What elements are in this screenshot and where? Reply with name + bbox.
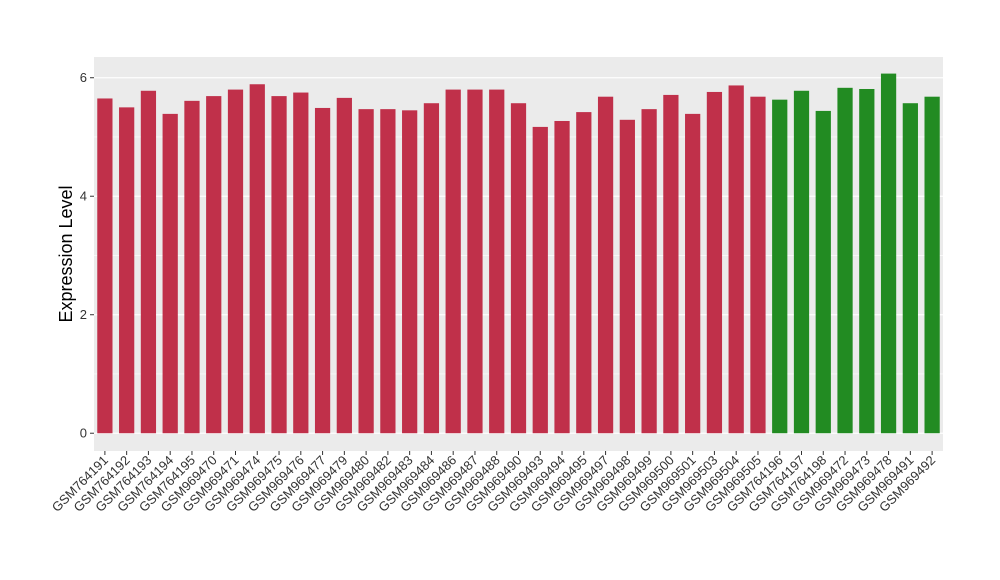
bar-gsm969494 [554, 120, 570, 434]
bar-gsm969495 [576, 112, 592, 434]
bar-gsm969482 [380, 109, 396, 434]
bar-gsm764191 [97, 98, 113, 434]
bar-gsm969498 [619, 119, 635, 434]
bar-gsm764195 [184, 100, 200, 434]
bar-gsm764196 [772, 99, 788, 434]
bar-gsm969484 [423, 103, 440, 434]
bar-gsm969492 [924, 96, 940, 434]
bar-gsm969473 [859, 88, 875, 434]
x-axis: GSM764191GSM764192GSM764193GSM764194GSM7… [49, 451, 938, 515]
bar-gsm969488 [489, 89, 505, 434]
bar-gsm969476 [293, 92, 309, 434]
bars [97, 73, 940, 434]
bar-gsm969470 [206, 96, 222, 434]
bar-gsm969490 [510, 103, 527, 434]
bar-gsm969499 [641, 109, 657, 434]
bar-gsm969477 [314, 107, 331, 434]
bar-gsm764198 [815, 110, 831, 434]
bar-gsm969471 [227, 89, 244, 434]
bar-gsm969478 [880, 73, 897, 434]
bar-gsm969504 [728, 85, 744, 434]
bar-gsm969486 [445, 89, 461, 434]
bar-gsm969493 [532, 126, 548, 434]
bar-gsm969479 [336, 97, 352, 434]
bar-gsm969487 [467, 89, 483, 434]
bar-gsm969475 [271, 96, 287, 434]
y-axis: 0 2 4 6 [80, 70, 94, 441]
y-tick-label: 6 [80, 70, 87, 85]
bar-gsm969505 [750, 96, 766, 434]
bar-gsm969497 [597, 96, 614, 434]
bar-gsm764192 [119, 107, 135, 434]
bar-gsm764194 [162, 113, 178, 434]
bar-gsm969480 [358, 109, 374, 434]
y-tick-label: 0 [80, 426, 87, 441]
y-tick-label: 2 [80, 307, 87, 322]
y-axis-title: Expression Level [56, 185, 76, 322]
bar-gsm969500 [663, 94, 679, 434]
bar-gsm764197 [793, 90, 810, 434]
bar-gsm969474 [249, 84, 265, 434]
bar-gsm969501 [685, 113, 701, 434]
bar-gsm969472 [837, 87, 853, 434]
bar-gsm764193 [140, 90, 157, 434]
bar-gsm969503 [706, 91, 723, 434]
bar-gsm969483 [402, 110, 418, 434]
y-tick-label: 4 [80, 189, 87, 204]
bar-gsm969491 [902, 103, 918, 434]
